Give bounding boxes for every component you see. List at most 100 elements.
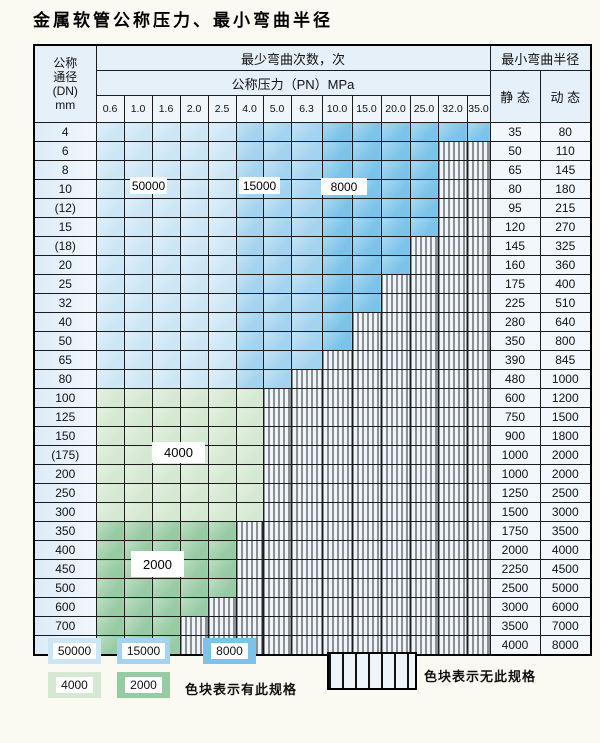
spec-cell xyxy=(207,179,237,199)
spec-cell xyxy=(351,160,382,180)
no-spec-cell xyxy=(466,141,491,161)
no-spec-cell xyxy=(235,578,264,598)
spec-cell xyxy=(123,388,153,408)
spec-cell xyxy=(179,312,209,332)
static-radius-cell: 600 xyxy=(489,388,541,408)
spec-cell xyxy=(179,160,209,180)
spec-cell xyxy=(95,559,125,579)
no-spec-cell xyxy=(409,350,439,370)
no-spec-cell xyxy=(409,293,439,313)
spec-cell xyxy=(262,331,292,351)
spec-cell xyxy=(321,122,353,142)
spec-cell xyxy=(151,502,181,522)
no-spec-cell xyxy=(409,464,439,484)
no-spec-cell xyxy=(380,502,411,522)
no-spec-cell xyxy=(466,255,491,275)
no-spec-cell xyxy=(466,635,491,656)
spec-cell xyxy=(321,160,353,180)
spec-cell xyxy=(380,255,411,275)
spec-cell xyxy=(95,388,125,408)
no-spec-cell xyxy=(466,597,491,617)
no-spec-cell xyxy=(437,274,468,294)
table-row-dn-4: 4 35 80 xyxy=(33,122,592,142)
no-spec-cell xyxy=(466,236,491,256)
static-radius-cell: 3000 xyxy=(489,597,541,617)
spec-cell xyxy=(262,350,292,370)
no-spec-cell xyxy=(262,445,292,465)
dn-cell: 4 xyxy=(33,122,97,142)
no-spec-cell xyxy=(409,331,439,351)
spec-cell xyxy=(123,369,153,389)
spec-cell xyxy=(321,274,353,294)
no-spec-cell xyxy=(290,540,323,560)
static-radius-cell: 4000 xyxy=(489,635,541,656)
dn-cell: 500 xyxy=(33,578,97,598)
spec-cell xyxy=(262,274,292,294)
no-spec-cell xyxy=(290,426,323,446)
spec-cell xyxy=(290,179,323,199)
spec-cell xyxy=(179,559,209,579)
spec-cell xyxy=(123,502,153,522)
static-radius-cell: 1750 xyxy=(489,521,541,541)
no-spec-cell xyxy=(321,578,353,598)
header-pn-32.0: 32.0 xyxy=(437,95,468,123)
spec-cell xyxy=(207,312,237,332)
spec-cell xyxy=(235,331,264,351)
spec-cell xyxy=(123,274,153,294)
no-spec-cell xyxy=(437,217,468,237)
no-spec-cell xyxy=(409,255,439,275)
spec-cell xyxy=(409,141,439,161)
spec-cell xyxy=(95,312,125,332)
spec-cell xyxy=(235,388,264,408)
legend-swatch-2000: 2000 xyxy=(117,672,170,698)
spec-cell xyxy=(351,198,382,218)
no-spec-cell xyxy=(321,350,353,370)
table-row-dn-(18): (18) 145 325 xyxy=(33,236,592,256)
no-spec-cell xyxy=(466,407,491,427)
no-spec-cell xyxy=(290,597,323,617)
no-spec-cell xyxy=(437,426,468,446)
spec-cell xyxy=(235,274,264,294)
header-dn-line3: (DN) xyxy=(52,84,78,98)
spec-cell xyxy=(262,217,292,237)
spec-cell xyxy=(290,350,323,370)
spec-cell xyxy=(95,483,125,503)
no-spec-cell xyxy=(437,445,468,465)
spec-cell xyxy=(95,293,125,313)
spec-cell xyxy=(95,217,125,237)
spec-cell xyxy=(179,141,209,161)
spec-cell xyxy=(179,521,209,541)
spec-cell xyxy=(95,616,125,636)
no-spec-cell xyxy=(235,616,264,636)
spec-cell xyxy=(123,293,153,313)
spec-cell xyxy=(151,350,181,370)
no-spec-cell xyxy=(290,407,323,427)
no-spec-cell xyxy=(262,616,292,636)
spec-cell xyxy=(123,578,153,598)
no-spec-cell xyxy=(351,578,382,598)
spec-cell xyxy=(207,407,237,427)
table-row-dn-200: 200 1000 2000 xyxy=(33,464,592,484)
spec-cell xyxy=(290,160,323,180)
spec-cell xyxy=(95,578,125,598)
spec-cell xyxy=(321,198,353,218)
no-spec-cell xyxy=(351,350,382,370)
table-row-dn-10: 10 80 180 xyxy=(33,179,592,199)
dynamic-radius-cell: 360 xyxy=(539,255,592,275)
table-row-dn-65: 65 390 845 xyxy=(33,350,592,370)
spec-cell xyxy=(262,236,292,256)
spec-cell xyxy=(151,483,181,503)
static-radius-cell: 80 xyxy=(489,179,541,199)
legend-swatch-50000-label: 50000 xyxy=(52,643,97,659)
dn-cell: 32 xyxy=(33,293,97,313)
no-spec-cell xyxy=(466,445,491,465)
legend-no-spec-text: 色块表示无此规格 xyxy=(424,669,537,684)
spec-cell xyxy=(207,445,237,465)
no-spec-cell xyxy=(290,578,323,598)
spec-cell xyxy=(321,141,353,161)
spec-cell xyxy=(207,236,237,256)
no-spec-cell xyxy=(409,445,439,465)
spec-cell xyxy=(95,160,125,180)
dynamic-radius-cell: 4500 xyxy=(539,559,592,579)
spec-cell xyxy=(95,597,125,617)
